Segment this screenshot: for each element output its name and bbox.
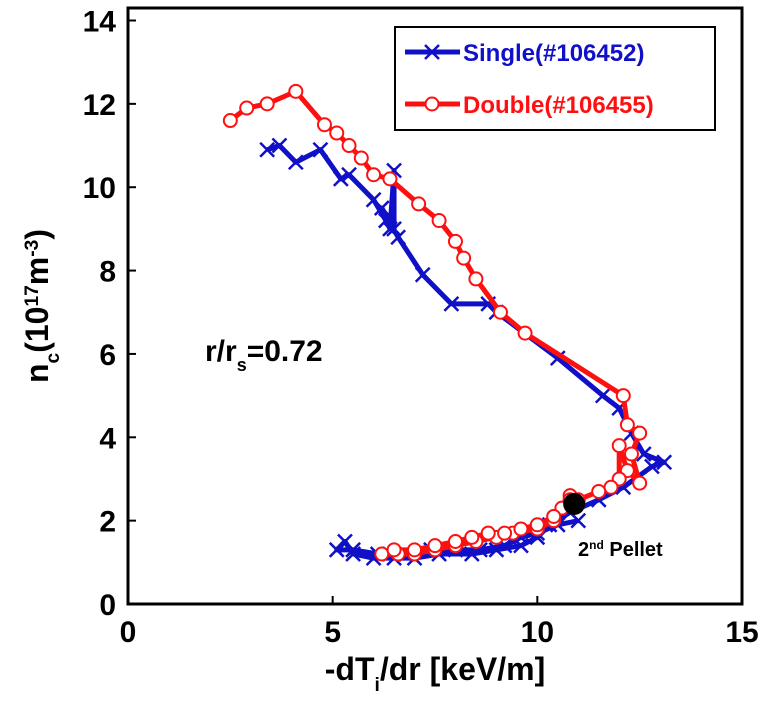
point: [341, 166, 357, 183]
legend-label: Double(#106455): [463, 92, 654, 119]
point: [328, 541, 345, 558]
x-axis-label-part: /dr [keV/m]: [380, 651, 545, 687]
x-axis-label-part: -dT: [325, 651, 375, 687]
point: [546, 508, 562, 524]
y-tick-label: 4: [99, 422, 116, 455]
y-axis-label-part: ): [19, 229, 55, 240]
x-tick-label: 10: [521, 616, 554, 649]
point: [373, 200, 390, 216]
point: [414, 266, 431, 283]
point: [632, 475, 648, 491]
point: [529, 517, 545, 533]
point: [517, 325, 533, 341]
x-axis-label-part: i: [375, 675, 380, 696]
x-tick-label: 15: [725, 616, 758, 649]
point: [456, 250, 472, 266]
pellet-label-part: Pellet: [604, 539, 663, 561]
legend-marker: [424, 96, 440, 112]
point: [443, 296, 460, 312]
point: [287, 154, 304, 171]
x-axis-label: -dTi/dr [keV/m]: [325, 651, 545, 696]
point: [635, 446, 652, 462]
legend-label: Single(#106452): [463, 40, 644, 67]
point: [603, 479, 619, 495]
annotation: r/rs=0.72: [205, 335, 323, 375]
pellet-point: [563, 492, 586, 515]
point: [447, 533, 463, 549]
y-tick-label: 2: [99, 506, 116, 539]
point: [332, 170, 349, 187]
point: [312, 141, 329, 158]
point: [407, 542, 423, 558]
point: [447, 233, 463, 249]
y-tick-label: 6: [99, 339, 116, 372]
point: [591, 483, 607, 499]
annotation-part: =0.72: [247, 335, 323, 368]
y-axis-label-part: (10: [19, 307, 55, 353]
y-tick-label: 12: [83, 89, 116, 122]
point: [619, 417, 635, 433]
point: [488, 541, 505, 558]
legend-box: [394, 26, 716, 131]
x-tick-label: 0: [120, 616, 137, 649]
y-axis-label: nc(1017m-3): [19, 229, 64, 383]
point: [623, 446, 639, 462]
y-tick-label: 10: [83, 172, 116, 205]
x-tick-label: 5: [324, 616, 341, 649]
point: [259, 141, 276, 158]
point: [382, 171, 398, 187]
y-axis-label-part: c: [43, 352, 64, 363]
point: [390, 229, 407, 246]
point: [615, 388, 631, 404]
point: [386, 542, 402, 558]
point: [611, 438, 627, 454]
point: [594, 387, 611, 404]
y-tick-label: 0: [99, 589, 116, 622]
series-line: [266, 143, 667, 561]
point: [513, 521, 529, 537]
point: [497, 525, 513, 541]
point: [411, 196, 427, 212]
pellet-label-part: 2: [578, 539, 589, 561]
point: [386, 221, 402, 237]
annotation-part: s: [237, 355, 247, 375]
point: [644, 458, 660, 475]
point: [345, 546, 362, 562]
point: [259, 96, 275, 112]
y-axis-label-part: n: [19, 363, 55, 383]
point: [427, 538, 443, 554]
point: [345, 541, 362, 558]
y-axis-label-part: -3: [22, 240, 43, 257]
y-tick-label: 8: [99, 256, 116, 289]
point: [656, 454, 673, 471]
y-axis-label-part: m: [19, 257, 55, 285]
point: [271, 137, 288, 154]
y-axis-label-part: 17: [22, 285, 43, 306]
point: [632, 425, 648, 441]
point: [464, 529, 480, 545]
plot-frame: [126, 6, 744, 606]
pellet-label: 2nd Pellet: [578, 538, 663, 561]
point: [570, 512, 587, 529]
point: [288, 83, 304, 99]
annotation-part: r/r: [205, 335, 237, 368]
point: [329, 125, 345, 141]
pellet-label-part: nd: [589, 538, 604, 552]
point: [316, 117, 332, 133]
point: [492, 304, 508, 320]
y-tick-label: 14: [83, 6, 117, 39]
point: [239, 100, 255, 116]
point: [468, 271, 484, 287]
point: [431, 213, 447, 229]
point: [341, 138, 357, 154]
point: [463, 546, 480, 562]
legend-marker: [424, 44, 440, 60]
point: [353, 150, 369, 166]
point: [374, 546, 390, 562]
point: [480, 525, 496, 541]
point: [222, 113, 238, 129]
point: [366, 167, 382, 183]
